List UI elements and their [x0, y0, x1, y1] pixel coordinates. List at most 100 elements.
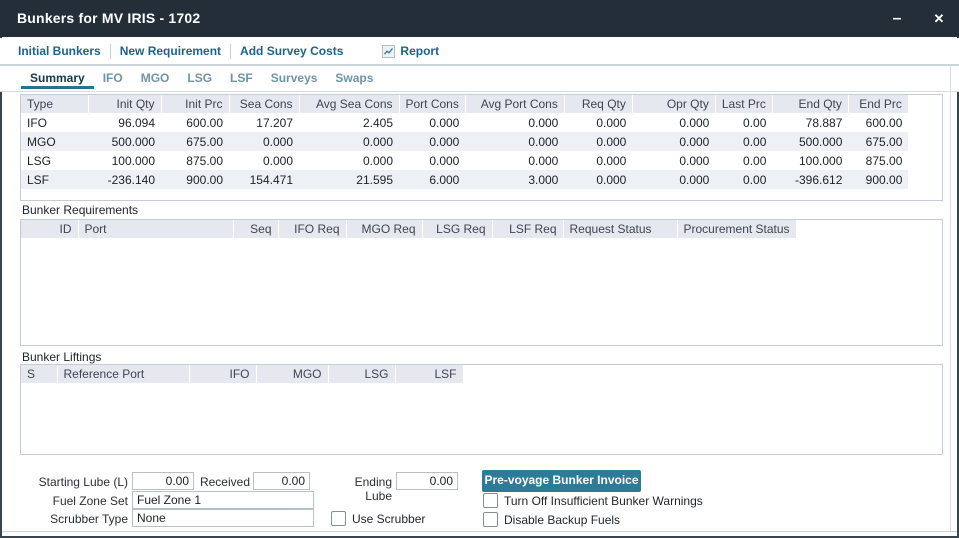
- tab-surveys[interactable]: Surveys: [270, 71, 318, 85]
- col-avg-port-cons[interactable]: Avg Port Cons: [465, 95, 565, 113]
- cell[interactable]: IFO: [27, 115, 47, 130]
- cell[interactable]: 3.000: [465, 170, 565, 189]
- cell[interactable]: 6.000: [399, 170, 466, 189]
- cell[interactable]: 875.00: [865, 153, 903, 168]
- cell[interactable]: -396.612: [772, 170, 849, 189]
- cell[interactable]: 875.00: [186, 153, 223, 168]
- col-sea-cons[interactable]: Sea Cons: [229, 95, 300, 113]
- tab-swaps[interactable]: Swaps: [335, 71, 374, 85]
- cell[interactable]: 0.00: [715, 132, 773, 151]
- col-req-qty[interactable]: Req Qty: [564, 95, 633, 113]
- col-lsf[interactable]: LSF: [395, 365, 464, 383]
- col-ifo[interactable]: IFO: [189, 365, 257, 383]
- col-port-cons[interactable]: Port Cons: [399, 95, 466, 113]
- report-button[interactable]: Report: [382, 44, 439, 58]
- cell[interactable]: 0.00: [743, 153, 767, 168]
- cell[interactable]: 0.000: [564, 132, 633, 151]
- cell[interactable]: 100.000: [798, 153, 843, 168]
- cell[interactable]: 600.00: [186, 115, 223, 130]
- cell[interactable]: 0.000: [362, 153, 393, 168]
- cell[interactable]: 0.000: [564, 170, 633, 189]
- cell[interactable]: 0.000: [229, 132, 299, 151]
- cell[interactable]: 600.00: [865, 115, 903, 130]
- pre-voyage-bunker-invoice-button[interactable]: Pre-voyage Bunker Invoice: [482, 470, 641, 492]
- minimize-button[interactable]: –: [892, 10, 902, 27]
- tab-ifo[interactable]: IFO: [102, 71, 123, 85]
- cell[interactable]: 0.000: [299, 132, 399, 151]
- cell[interactable]: 675.00: [161, 132, 229, 151]
- close-button[interactable]: ✕: [933, 11, 945, 26]
- cell[interactable]: 900.00: [848, 170, 909, 189]
- col-seq[interactable]: Seq: [233, 220, 279, 238]
- cell[interactable]: 0.000: [465, 132, 565, 151]
- cell[interactable]: 0.000: [596, 153, 627, 168]
- col-lsg-req[interactable]: LSG Req: [422, 220, 493, 238]
- col-type[interactable]: Type: [21, 95, 89, 113]
- toolbar-link-new-requirement[interactable]: New Requirement: [119, 44, 222, 58]
- col-procurement-status[interactable]: Procurement Status: [677, 220, 797, 238]
- cell[interactable]: LSF: [21, 170, 88, 189]
- cell[interactable]: 500.000: [88, 132, 161, 151]
- cell[interactable]: 17.207: [256, 115, 293, 130]
- col-id[interactable]: ID: [21, 220, 79, 238]
- cell[interactable]: 900.00: [161, 170, 229, 189]
- cell[interactable]: 0.000: [596, 115, 627, 130]
- col-s[interactable]: S: [21, 365, 58, 383]
- col-lsf-req[interactable]: LSF Req: [492, 220, 564, 238]
- cell[interactable]: 0.00: [743, 115, 767, 130]
- col-opr-qty[interactable]: Opr Qty: [632, 95, 716, 113]
- cell[interactable]: 0.00: [715, 170, 773, 189]
- col-ifo-req[interactable]: IFO Req: [278, 220, 347, 238]
- cell[interactable]: 0.000: [429, 115, 460, 130]
- col-init-prc[interactable]: Init Prc: [161, 95, 230, 113]
- cell[interactable]: 0.000: [399, 132, 466, 151]
- col-end-qty[interactable]: End Qty: [772, 95, 849, 113]
- tab-mgo[interactable]: MGO: [140, 71, 170, 85]
- col-lsg[interactable]: LSG: [328, 365, 396, 383]
- tab-lsg[interactable]: LSG: [187, 71, 213, 85]
- checkbox-icon[interactable]: [331, 511, 346, 526]
- cell[interactable]: MGO: [21, 132, 88, 151]
- checkbox-icon[interactable]: [483, 512, 498, 527]
- checkbox-icon[interactable]: [483, 493, 498, 508]
- use-scrubber-checkbox[interactable]: Use Scrubber: [331, 511, 425, 526]
- col-request-status[interactable]: Request Status: [563, 220, 678, 238]
- cell[interactable]: 0.000: [632, 132, 716, 151]
- col-mgo-req[interactable]: MGO Req: [346, 220, 423, 238]
- scrubber-type-input[interactable]: [132, 509, 314, 527]
- cell[interactable]: 2.405: [362, 115, 393, 130]
- col-reference-port[interactable]: Reference Port: [57, 365, 190, 383]
- cell[interactable]: 0.000: [679, 153, 710, 168]
- col-end-prc[interactable]: End Prc: [848, 95, 909, 113]
- ending-lube-input[interactable]: [396, 472, 458, 490]
- cell[interactable]: 154.471: [229, 170, 299, 189]
- col-avg-sea-cons[interactable]: Avg Sea Cons: [299, 95, 400, 113]
- cell[interactable]: 0.000: [679, 115, 710, 130]
- tab-lsf[interactable]: LSF: [230, 71, 253, 85]
- cell[interactable]: 0.000: [429, 153, 460, 168]
- tab-summary[interactable]: Summary: [21, 66, 94, 89]
- received-input[interactable]: [253, 472, 310, 490]
- cell[interactable]: 0.000: [528, 115, 559, 130]
- cell[interactable]: 0.000: [262, 153, 293, 168]
- disable-backup-fuels-checkbox[interactable]: Disable Backup Fuels: [483, 512, 620, 527]
- cell[interactable]: 500.000: [772, 132, 849, 151]
- col-last-prc[interactable]: Last Prc: [715, 95, 773, 113]
- cell[interactable]: 78.887: [805, 115, 843, 130]
- col-init-qty[interactable]: Init Qty: [88, 95, 162, 113]
- fuel-zone-set-input[interactable]: [132, 491, 314, 509]
- starting-lube-input[interactable]: [132, 472, 194, 490]
- col-mgo[interactable]: MGO: [256, 365, 329, 383]
- cell[interactable]: 96.094: [118, 115, 155, 130]
- cell[interactable]: 100.000: [111, 153, 155, 168]
- cell[interactable]: -236.140: [88, 170, 161, 189]
- toolbar-link-add-survey-costs[interactable]: Add Survey Costs: [240, 44, 344, 58]
- cell[interactable]: 675.00: [848, 132, 909, 151]
- cell[interactable]: 0.000: [632, 170, 716, 189]
- cell[interactable]: LSG: [27, 153, 52, 168]
- cell[interactable]: 0.000: [528, 153, 559, 168]
- col-port[interactable]: Port: [78, 220, 234, 238]
- turn-off-warnings-checkbox[interactable]: Turn Off Insufficient Bunker Warnings: [483, 493, 703, 508]
- cell[interactable]: 21.595: [299, 170, 399, 189]
- toolbar-link-initial-bunkers[interactable]: Initial Bunkers: [18, 44, 101, 58]
